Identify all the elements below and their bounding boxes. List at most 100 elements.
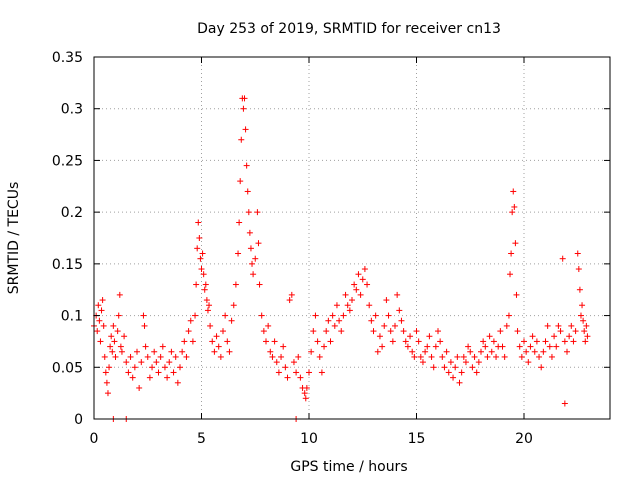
data-point: [338, 328, 345, 335]
data-point: [579, 302, 586, 309]
data-point: [109, 348, 116, 355]
data-point: [531, 348, 538, 355]
data-point: [398, 317, 405, 324]
data-point: [115, 312, 122, 319]
data-point: [103, 379, 110, 386]
data-point: [359, 276, 366, 283]
data-point: [316, 353, 323, 360]
data-point: [95, 302, 102, 309]
data-point: [117, 343, 124, 350]
data-point: [546, 343, 553, 350]
data-point: [551, 333, 558, 340]
data-point: [499, 343, 506, 350]
data-point: [561, 400, 568, 407]
data-point: [460, 353, 467, 360]
data-point: [166, 359, 173, 366]
y-tick-labels: 0 0.05 0.1 0.15 0.2 0.25 0.3 0.35: [52, 50, 83, 428]
data-point: [342, 291, 349, 298]
data-point: [456, 379, 463, 386]
data-point: [564, 348, 570, 355]
y-axis-label: SRMTID / TECUs: [6, 182, 22, 295]
data-point: [548, 353, 555, 360]
data-point: [168, 348, 175, 355]
data-point: [314, 338, 321, 345]
data-point: [232, 281, 239, 288]
y-tick-label: 0.35: [52, 50, 83, 66]
data-point: [508, 250, 515, 257]
data-point: [568, 322, 575, 329]
data-point: [108, 333, 115, 340]
data-point: [100, 322, 107, 329]
data-point: [302, 395, 309, 402]
data-point: [94, 328, 101, 335]
data-point: [308, 348, 315, 355]
x-tick-label: 5: [197, 431, 206, 447]
data-point: [107, 343, 114, 350]
data-point: [155, 369, 162, 376]
data-point: [376, 333, 383, 340]
data-point: [536, 353, 543, 360]
data-point: [514, 328, 521, 335]
data-point: [452, 364, 459, 371]
x-tick-label: 10: [300, 431, 318, 447]
data-point: [364, 281, 371, 288]
data-point: [269, 353, 276, 360]
data-point: [237, 178, 244, 185]
data-point: [374, 348, 381, 355]
data-point: [215, 343, 222, 350]
data-point: [450, 374, 457, 381]
data-point: [288, 291, 295, 298]
data-point: [381, 322, 388, 329]
data-point: [577, 312, 584, 319]
data-point: [432, 343, 439, 350]
data-point: [106, 364, 113, 371]
data-point: [458, 369, 465, 376]
data-point: [199, 250, 206, 257]
data-point: [206, 302, 213, 309]
data-point: [99, 297, 106, 304]
data-point: [256, 281, 263, 288]
data-point: [228, 317, 235, 324]
data-point: [321, 343, 328, 350]
data-point: [527, 343, 534, 350]
data-point: [149, 364, 156, 371]
data-point: [574, 250, 581, 257]
data-point: [110, 322, 117, 329]
data-point: [467, 348, 474, 355]
data-point: [473, 369, 480, 376]
data-point: [198, 266, 205, 273]
data-point: [441, 364, 448, 371]
data-point: [482, 343, 489, 350]
x-tick-label: 20: [515, 431, 533, 447]
data-point: [226, 348, 233, 355]
data-point: [540, 348, 547, 355]
data-point: [511, 203, 518, 210]
data-point: [310, 328, 317, 335]
data-point: [439, 353, 446, 360]
x-tick-label: 0: [90, 431, 99, 447]
data-point: [118, 348, 125, 355]
data-point: [250, 271, 257, 278]
data-point: [582, 338, 589, 345]
data-point: [213, 333, 220, 340]
data-point: [430, 364, 437, 371]
data-point: [246, 229, 253, 236]
data-point: [157, 353, 164, 360]
data-point: [284, 374, 291, 381]
data-point: [153, 359, 160, 366]
data-point: [424, 343, 431, 350]
data-point: [303, 384, 310, 391]
data-point: [428, 353, 435, 360]
data-point: [437, 338, 444, 345]
data-point: [351, 281, 358, 288]
data-point: [486, 333, 493, 340]
data-point: [413, 328, 420, 335]
data-point: [576, 286, 583, 293]
data-point: [533, 338, 540, 345]
data-point: [282, 364, 289, 371]
data-point: [538, 364, 545, 371]
data-point: [493, 353, 500, 360]
data-point: [101, 353, 108, 360]
data-point: [138, 359, 145, 366]
